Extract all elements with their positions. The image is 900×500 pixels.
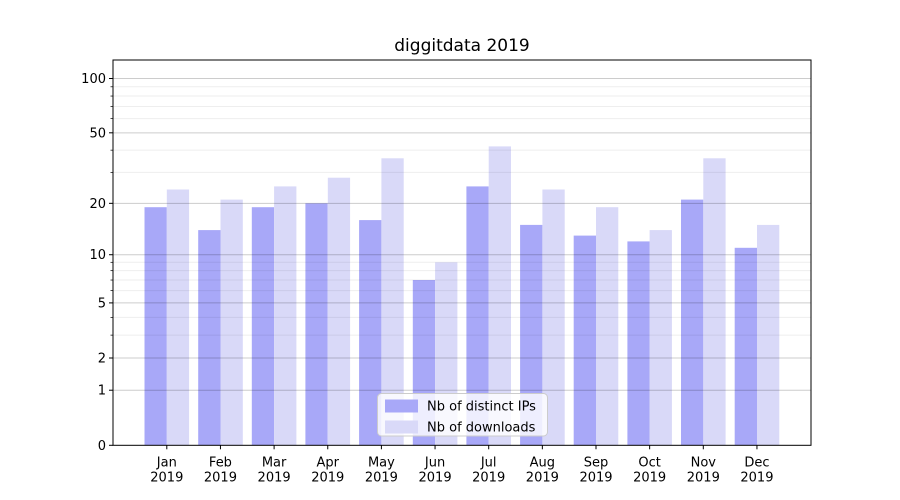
y-tick-label-10: 10 [89, 248, 106, 263]
x-tick-year-aug: 2019 [526, 471, 559, 486]
bar-downloads-nov [703, 158, 726, 446]
bar-ips-may [359, 220, 382, 446]
bar-ips-sep [573, 235, 596, 446]
x-tick-year-feb: 2019 [204, 471, 237, 486]
y-tick-label-0: 0 [98, 439, 106, 454]
bars-layer [144, 146, 780, 446]
legend-frame [377, 393, 548, 437]
chart-title: diggitdata 2019 [394, 36, 529, 56]
bar-downloads-feb [220, 199, 243, 446]
bar-downloads-sep [596, 207, 619, 446]
bar-downloads-dec [757, 224, 780, 446]
bar-downloads-apr [327, 177, 351, 446]
axis-layer: 0125102050100Jan2019Feb2019Mar2019Apr201… [81, 72, 773, 486]
x-tick-label-dec: Dec [744, 456, 769, 471]
y-tick-label-5: 5 [98, 296, 106, 311]
x-tick-year-jun: 2019 [419, 471, 452, 486]
legend-label-downloads: Nb of downloads [427, 421, 536, 436]
bar-downloads-aug [542, 189, 565, 446]
bar-downloads-may [381, 158, 404, 446]
y-tick-label-1: 1 [98, 384, 106, 399]
x-tick-year-jan: 2019 [150, 471, 183, 486]
bar-ips-oct [627, 241, 650, 446]
x-tick-year-sep: 2019 [579, 471, 612, 486]
bar-ips-feb [198, 230, 221, 446]
x-tick-year-apr: 2019 [311, 471, 344, 486]
x-tick-label-may: May [368, 456, 395, 471]
legend-swatch-distinct-ips [385, 399, 418, 413]
y-tick-label-50: 50 [89, 126, 106, 141]
x-tick-label-feb: Feb [209, 456, 232, 471]
x-tick-year-may: 2019 [365, 471, 398, 486]
plot-area-border [112, 59, 812, 446]
legend: Nb of distinct IPs Nb of downloads [377, 393, 548, 437]
bar-downloads-oct [649, 230, 672, 446]
bar-downloads-jul [488, 146, 511, 446]
x-tick-label-mar: Mar [262, 456, 287, 471]
bar-ips-mar [251, 207, 275, 446]
y-tick-label-2: 2 [98, 352, 106, 367]
legend-label-distinct-ips: Nb of distinct IPs [427, 400, 536, 415]
x-tick-label-apr: Apr [317, 456, 340, 471]
bar-ips-jan [144, 207, 167, 446]
legend-swatch-downloads [385, 420, 418, 434]
bar-ips-apr [305, 203, 328, 446]
bar-ips-jul [466, 186, 489, 446]
x-tick-year-oct: 2019 [633, 471, 666, 486]
x-tick-year-nov: 2019 [687, 471, 720, 486]
y-tick-label-100: 100 [81, 72, 106, 87]
y-tick-label-20: 20 [89, 197, 106, 212]
x-tick-label-jan: Jan [156, 456, 177, 471]
bar-ips-dec [734, 247, 757, 446]
x-tick-label-aug: Aug [530, 456, 555, 471]
grid-layer [113, 78, 811, 391]
x-tick-label-jul: Jul [480, 456, 497, 471]
x-tick-year-mar: 2019 [258, 471, 291, 486]
x-tick-label-nov: Nov [691, 456, 717, 471]
x-tick-label-sep: Sep [584, 456, 609, 471]
bar-downloads-mar [274, 186, 297, 446]
bar-ips-nov [681, 199, 704, 446]
x-tick-year-jul: 2019 [472, 471, 505, 486]
bar-downloads-jan [166, 189, 190, 446]
x-tick-label-oct: Oct [638, 456, 660, 471]
bar-ips-aug [520, 224, 543, 446]
x-tick-year-dec: 2019 [740, 471, 773, 486]
x-tick-label-jun: Jun [424, 456, 445, 471]
